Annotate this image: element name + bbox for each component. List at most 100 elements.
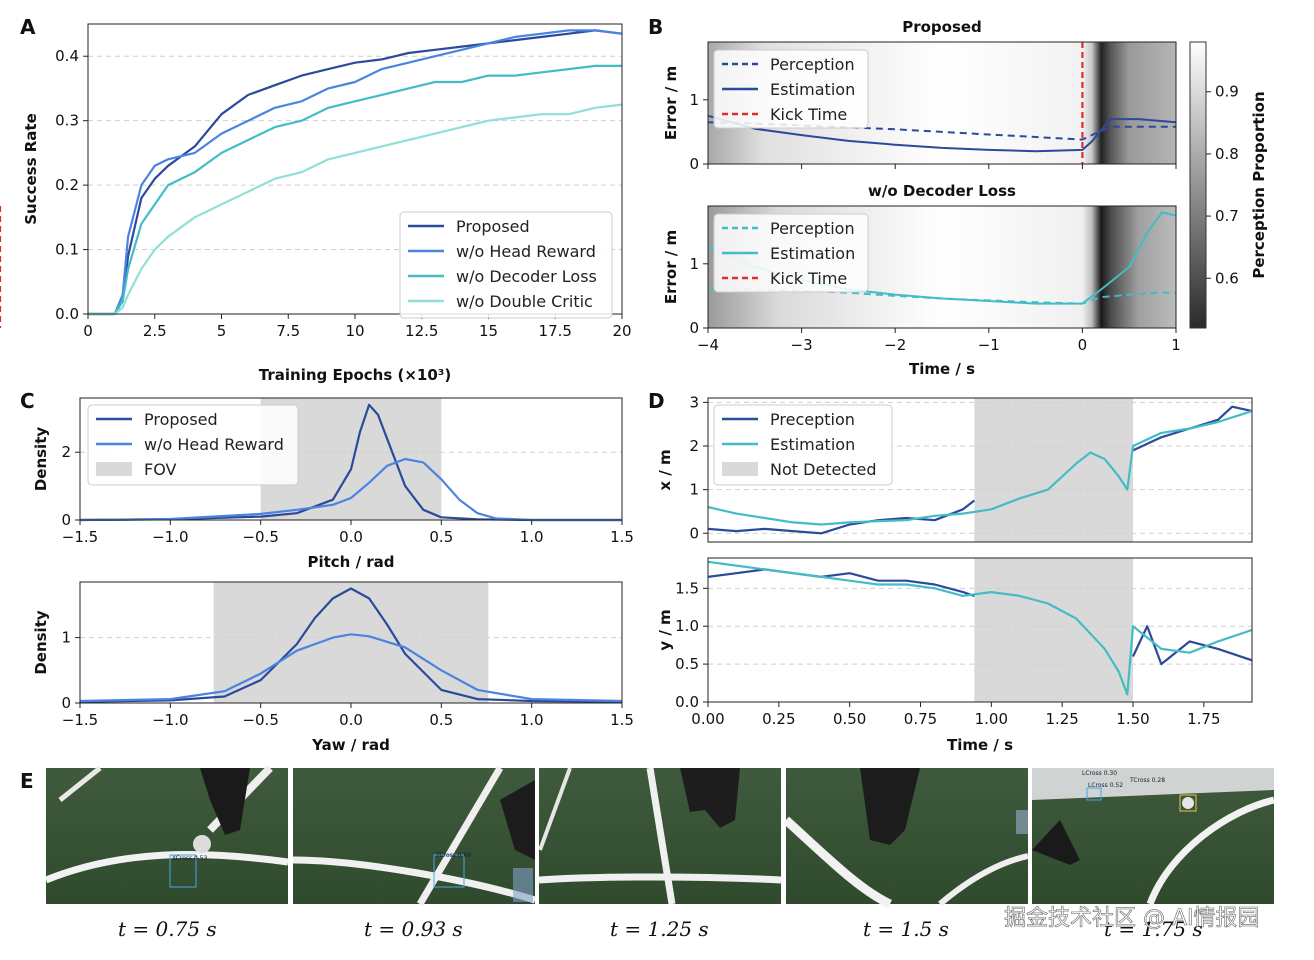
x-tick-label: 10 bbox=[345, 322, 364, 340]
y-tick-label: 0 bbox=[689, 319, 699, 337]
subplot-title: Proposed bbox=[902, 18, 982, 36]
legend-label: Not Detected bbox=[770, 460, 876, 479]
x-tick-label: 0 bbox=[1078, 336, 1088, 354]
x-tick-label: −0.5 bbox=[242, 528, 278, 546]
legend-label: Estimation bbox=[770, 80, 855, 99]
y-tick-label: 0.4 bbox=[55, 47, 79, 65]
y-axis-label: Error / m bbox=[662, 66, 680, 140]
series-line bbox=[88, 29, 623, 316]
colorbar-tick-label: 0.7 bbox=[1215, 207, 1239, 225]
y-tick-label: 1 bbox=[689, 91, 699, 109]
legend-label: w/o Head Reward bbox=[144, 435, 284, 454]
x-axis-label: Yaw / rad bbox=[311, 736, 390, 754]
legend-box bbox=[713, 404, 893, 486]
y-axis-label: Density bbox=[32, 610, 50, 675]
watermark: 掘金技术社区 @ AI情报园 bbox=[1004, 906, 1260, 931]
detection-label: LCross 0.52 bbox=[1088, 782, 1123, 789]
photo-caption: t = 1.25 s bbox=[610, 917, 709, 941]
y-tick-label: 2 bbox=[689, 437, 699, 455]
legend-swatch bbox=[96, 462, 132, 476]
photo-frame bbox=[538, 767, 782, 905]
x-tick-label: 1 bbox=[1171, 336, 1181, 354]
detection-label: LCross 0.30 bbox=[1082, 770, 1117, 777]
y-tick-label: 1 bbox=[689, 481, 699, 499]
x-tick-label: 0.50 bbox=[833, 710, 866, 728]
photo-caption: t = 0.93 s bbox=[364, 917, 463, 941]
series-line bbox=[79, 457, 622, 522]
x-tick-label: 5 bbox=[217, 322, 227, 340]
subplot-title: w/o Decoder Loss bbox=[868, 182, 1016, 200]
x-tick-label: 15 bbox=[479, 322, 498, 340]
x-tick-label: 0.5 bbox=[429, 528, 453, 546]
legend-swatch bbox=[722, 462, 758, 476]
colorbar-tick-label: 0.6 bbox=[1215, 269, 1239, 287]
x-tick-label: 0 bbox=[83, 322, 93, 340]
detection-label: XCross 0.53 bbox=[172, 855, 208, 862]
x-tick-label: 20 bbox=[612, 322, 631, 340]
series-line bbox=[1132, 625, 1253, 666]
x-axis-label: Time / s bbox=[947, 736, 1013, 754]
legend-label: w/o Double Critic bbox=[456, 292, 593, 311]
y-tick-label: 0.2 bbox=[55, 176, 79, 194]
x-tick-label: 12.5 bbox=[405, 322, 438, 340]
y-axis-label: Density bbox=[32, 427, 50, 492]
x-tick-label: −3 bbox=[791, 336, 813, 354]
x-tick-label: −1.5 bbox=[62, 528, 98, 546]
x-tick-label: −4 bbox=[697, 336, 719, 354]
detection-label: TCross 0.69 bbox=[435, 852, 471, 859]
legend-label: Kick Time bbox=[770, 269, 847, 288]
x-tick-label: 1.25 bbox=[1045, 710, 1078, 728]
y-tick-label: 1 bbox=[689, 255, 699, 273]
y-tick-label: 2 bbox=[61, 443, 71, 461]
photo-frame: XCross 0.53 bbox=[44, 765, 289, 904]
y-axis-label: x / m bbox=[656, 449, 674, 490]
legend-label: Proposed bbox=[144, 410, 218, 429]
legend-label: w/o Decoder Loss bbox=[456, 267, 597, 286]
x-tick-label: 0.75 bbox=[904, 710, 937, 728]
y-tick-label: 0.0 bbox=[55, 305, 79, 323]
series-line bbox=[707, 560, 1253, 696]
legend-label: w/o Head Reward bbox=[456, 242, 596, 261]
panel-label-e: E bbox=[20, 769, 34, 793]
y-tick-label: 0.1 bbox=[55, 241, 79, 259]
y-tick-label: 1 bbox=[61, 629, 71, 647]
x-tick-label: −1 bbox=[978, 336, 1000, 354]
x-tick-label: 1.00 bbox=[975, 710, 1008, 728]
photo-strip: XCross 0.53 TCross 0.69 bbox=[44, 765, 1275, 909]
legend-box bbox=[713, 49, 869, 129]
series-line bbox=[88, 64, 622, 316]
detection-label: TCross 0.28 bbox=[1129, 777, 1165, 784]
series-line bbox=[707, 410, 1253, 526]
legend-label: Preception bbox=[770, 410, 855, 429]
x-tick-label: −0.5 bbox=[242, 711, 278, 729]
legend-label: FOV bbox=[144, 460, 177, 479]
y-tick-label: 0 bbox=[689, 524, 699, 542]
legend-label: Estimation bbox=[770, 435, 855, 454]
legend-label: Perception bbox=[770, 55, 855, 74]
x-tick-label: 0.5 bbox=[429, 711, 453, 729]
legend-label: Estimation bbox=[770, 244, 855, 263]
plot-frame bbox=[707, 557, 1253, 703]
photo-frame bbox=[782, 768, 1029, 909]
plot-frame bbox=[707, 41, 1177, 165]
photo-caption: t = 1.75 s bbox=[1104, 917, 1203, 941]
panel-label-a: A bbox=[20, 15, 36, 39]
y-axis-label: y / m bbox=[656, 609, 674, 650]
x-tick-label: 1.5 bbox=[610, 528, 634, 546]
x-tick-label: 1.0 bbox=[520, 711, 544, 729]
legend-box bbox=[87, 404, 299, 486]
photo-caption: t = 0.75 s bbox=[118, 917, 217, 941]
x-tick-label: 0.0 bbox=[339, 711, 363, 729]
legend-label: Proposed bbox=[456, 217, 530, 236]
y-axis-label: Error / m bbox=[662, 230, 680, 304]
x-tick-label: −1.0 bbox=[152, 711, 188, 729]
not-detected-region bbox=[974, 398, 1133, 542]
panel-label-d: D bbox=[648, 389, 665, 413]
y-tick-label: 0 bbox=[61, 511, 71, 529]
panel-label-b: B bbox=[648, 15, 663, 39]
series-line bbox=[79, 587, 623, 703]
x-tick-label: −1.0 bbox=[152, 528, 188, 546]
y-tick-label: 0.3 bbox=[55, 112, 79, 130]
y-tick-label: 0 bbox=[689, 155, 699, 173]
